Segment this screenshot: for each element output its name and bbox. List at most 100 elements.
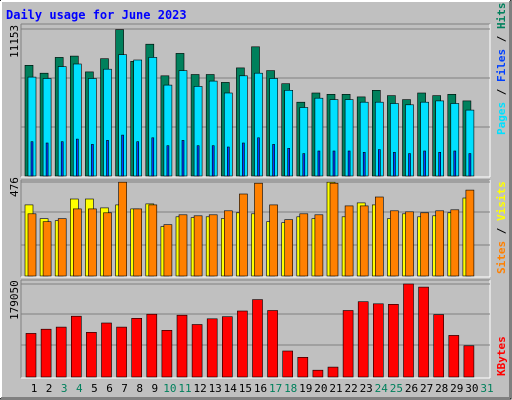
day-label-30: 30: [465, 382, 478, 395]
bar-files-day-8: [136, 141, 139, 177]
day-label-6: 6: [106, 382, 113, 395]
day-label-21: 21: [329, 382, 342, 395]
y-max-label-sites: 476: [8, 177, 21, 197]
bar-files-day-28: [438, 152, 442, 177]
ylabel-sep-1: /: [495, 82, 508, 102]
bar-files-day-6: [106, 140, 109, 177]
bar-files-day-1: [30, 141, 34, 177]
bar-files-day-18: [287, 148, 291, 177]
y-max-label-hits: 11153: [8, 25, 21, 58]
bar-kbytes-day-18: [282, 350, 294, 378]
bar-kbytes-day-7: [116, 326, 127, 378]
bar-sites-day-13: [208, 214, 218, 277]
bar-sites-day-5: [88, 208, 97, 277]
bar-kbytes-day-10: [161, 329, 173, 378]
bar-sites-day-22: [344, 205, 354, 277]
ylabel-sites: Sites: [495, 241, 508, 274]
bar-files-day-7: [121, 134, 124, 177]
bar-files-day-2: [45, 142, 49, 177]
bar-kbytes-day-28: [433, 314, 445, 378]
day-label-22: 22: [344, 382, 357, 395]
chart-title: Daily usage for June 2023: [6, 8, 187, 22]
bar-sites-day-23: [359, 205, 369, 277]
ylabel-hits: Hits: [495, 3, 508, 30]
y-max-label-kbytes: 179050: [8, 280, 21, 320]
ylabel-pages: Pages: [495, 102, 508, 135]
bar-kbytes-day-2: [40, 328, 52, 378]
bar-files-day-24: [377, 149, 381, 177]
day-label-26: 26: [405, 382, 418, 395]
day-label-17: 17: [269, 382, 282, 395]
day-label-29: 29: [450, 382, 463, 395]
day-label-24: 24: [375, 382, 389, 395]
bar-sites-day-19: [299, 213, 309, 277]
bar-kbytes-day-30: [463, 345, 475, 378]
bar-sites-day-10: [163, 224, 173, 277]
ylabel-sites-visits: Sites / Visits: [495, 181, 508, 274]
day-label-7: 7: [121, 382, 128, 395]
bar-kbytes-day-12: [191, 324, 203, 378]
bar-sites-day-26: [405, 211, 414, 277]
bar-kbytes-day-22: [342, 310, 354, 378]
bar-files-day-23: [362, 152, 366, 177]
bar-files-day-12: [196, 145, 200, 177]
day-label-25: 25: [390, 382, 403, 395]
day-label-13: 13: [209, 382, 222, 395]
bar-sites-day-12: [193, 215, 203, 277]
bars-hits-files-pages: [24, 29, 475, 177]
bar-kbytes-day-8: [131, 317, 142, 378]
day-label-10: 10: [163, 382, 176, 395]
bars-sites-visits: [24, 181, 475, 277]
bar-files-day-30: [468, 153, 472, 177]
bar-kbytes-day-16: [252, 299, 263, 378]
bar-sites-day-15: [239, 193, 248, 277]
bar-files-day-17: [272, 144, 275, 177]
bar-sites-day-21: [329, 182, 339, 277]
bar-kbytes-day-29: [448, 335, 460, 378]
bar-files-day-22: [347, 150, 351, 177]
day-axis-labels: 1 2 3 4 5 6 7 8 9 10 11 12 13 14 15 16 17 18 19 20 21 22 23 24 2…: [31, 382, 494, 395]
ylabel-hits-files-pages: Pages / Files / Hits: [495, 3, 508, 136]
ylabel-kbytes: KBytes: [495, 336, 508, 376]
bar-kbytes-day-27: [418, 286, 429, 378]
bar-sites-day-24: [374, 196, 384, 277]
bar-kbytes-day-3: [55, 326, 67, 378]
bar-sites-day-3: [57, 218, 67, 277]
bar-sites-day-28: [435, 210, 445, 277]
bar-files-day-3: [60, 141, 64, 177]
day-label-20: 20: [314, 382, 327, 395]
ylabel-sep-3: /: [495, 221, 508, 241]
bar-kbytes-day-9: [146, 313, 158, 378]
bar-sites-day-7: [118, 181, 127, 277]
day-label-19: 19: [299, 382, 312, 395]
bar-sites-day-4: [73, 208, 82, 277]
bar-files-day-5: [91, 144, 94, 177]
day-label-27: 27: [420, 382, 433, 395]
bar-kbytes-day-15: [237, 310, 248, 378]
ylabel-visits: Visits: [495, 181, 508, 221]
bar-kbytes-day-11: [176, 314, 188, 378]
bar-sites-day-16: [254, 182, 263, 277]
bar-sites-day-9: [148, 204, 158, 277]
day-label-3: 3: [61, 382, 68, 395]
bar-files-day-19: [302, 153, 306, 177]
bar-kbytes-day-14: [222, 316, 233, 378]
bar-kbytes-day-24: [372, 303, 384, 378]
day-label-18: 18: [284, 382, 297, 395]
bar-sites-day-1: [27, 213, 37, 277]
bar-sites-day-29: [450, 209, 460, 277]
day-label-5: 5: [91, 382, 98, 395]
day-label-31: 31: [480, 382, 493, 395]
bar-sites-day-11: [178, 214, 188, 277]
day-label-4: 4: [76, 382, 83, 395]
bar-kbytes-day-21: [327, 366, 339, 378]
bar-kbytes-day-25: [388, 303, 399, 378]
bar-kbytes-day-26: [403, 283, 414, 378]
bars-kbytes: [25, 283, 475, 378]
bar-files-day-15: [242, 142, 245, 177]
bar-sites-day-20: [314, 214, 324, 277]
bar-files-day-21: [332, 150, 336, 177]
day-label-14: 14: [224, 382, 238, 395]
day-label-28: 28: [435, 382, 448, 395]
